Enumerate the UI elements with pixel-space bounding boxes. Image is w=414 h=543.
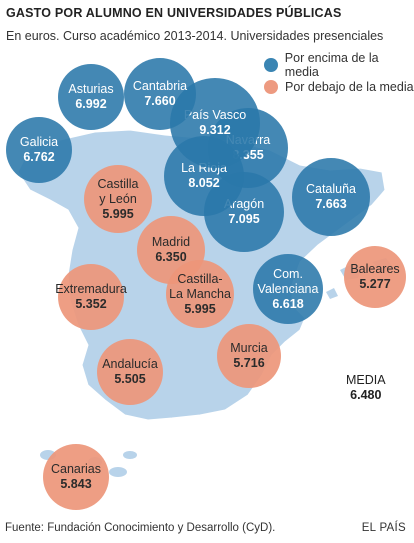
bubble-cantabria: Cantabria 7.660: [124, 58, 196, 130]
chart-subtitle: En euros. Curso académico 2013-2014. Uni…: [6, 29, 384, 43]
bubble-value: 6.992: [75, 97, 107, 111]
bubble-name: Andalucía: [102, 357, 158, 371]
bubble-canarias: Canarias 5.843: [43, 444, 109, 510]
bubble-value: 5.505: [114, 372, 146, 386]
media-title: MEDIA: [346, 373, 386, 387]
bubble-baleares: Baleares 5.277: [344, 246, 406, 308]
source-note: Fuente: Fundación Conocimiento y Desarro…: [5, 522, 276, 534]
bubble-name: Cataluña: [305, 182, 357, 196]
bubble-murcia: Murcia 5.716: [217, 324, 281, 388]
bubble-com-valenciana: Com. Valenciana 6.618: [253, 254, 323, 324]
bubble-name: Com. Valenciana: [257, 266, 319, 296]
legend-label-above: Por encima de la media: [284, 51, 379, 79]
chart-title: GASTO POR ALUMNO EN UNIVERSIDADES PÚBLIC…: [6, 6, 342, 20]
bubble-castilla-leon: Castilla y León 5.995: [84, 165, 152, 233]
bubble-value: 6.618: [272, 296, 304, 311]
bubble-name: Murcia: [230, 341, 268, 355]
bubble-name: País Vasco: [183, 108, 247, 122]
bubble-value: 5.843: [60, 477, 92, 491]
bubble-value: 6.350: [155, 250, 187, 264]
bubble-value: 5.995: [184, 301, 216, 316]
bubble-value: 9.312: [199, 123, 231, 137]
bubble-name: Asturias: [68, 82, 114, 96]
legend-item-above: Por encima de la media: [264, 51, 414, 79]
bubble-value: 7.663: [315, 197, 347, 211]
bubble-cataluna: Cataluña 7.663: [292, 158, 370, 236]
bubble-name: Galicia: [19, 135, 59, 149]
bubble-name: Castilla y León: [97, 176, 139, 206]
legend-dot-below-icon: [264, 80, 278, 94]
bubble-value: 7.660: [144, 94, 176, 108]
bubble-value: 6.762: [23, 150, 55, 164]
bubble-asturias: Asturias 6.992: [58, 64, 124, 130]
legend-dot-above-icon: [264, 58, 278, 72]
legend-label-below: Por debajo de la media: [285, 80, 414, 94]
bubble-name: Castilla- La Mancha: [169, 271, 231, 301]
bubble-value: 5.352: [75, 297, 107, 311]
bubble-pais-vasco: País Vasco 9.312: [170, 78, 260, 168]
bubble-castilla-la-mancha: Castilla- La Mancha 5.995: [166, 260, 234, 328]
bubble-andalucia: Andalucía 5.505: [97, 339, 163, 405]
baleares-island-3: [326, 288, 338, 299]
bubble-name: Baleares: [350, 262, 400, 276]
legend-item-below: Por debajo de la media: [264, 76, 414, 98]
brand-logo: EL PAÍS: [361, 522, 406, 534]
bubble-value: 8.052: [188, 176, 220, 190]
legend: Por encima de la media Por debajo de la …: [264, 51, 414, 98]
bubble-name: Extremadura: [55, 282, 127, 296]
bubble-extremadura: Extremadura 5.352: [55, 264, 127, 330]
bubble-value: 5.716: [233, 356, 265, 370]
media-label: MEDIA 6.480: [346, 373, 386, 403]
canarias-island-4: [109, 467, 127, 477]
bubble-name: Madrid: [151, 235, 191, 249]
bubble-value: 7.095: [228, 212, 260, 226]
media-value: 6.480: [350, 388, 382, 402]
bubble-name: Cantabria: [132, 79, 188, 93]
bubble-value: 5.277: [359, 277, 391, 291]
bubble-value: 5.995: [102, 206, 134, 221]
bubble-galicia: Galicia 6.762: [6, 117, 72, 183]
bubble-name: Canarias: [50, 462, 102, 476]
canarias-island-5: [123, 451, 137, 459]
